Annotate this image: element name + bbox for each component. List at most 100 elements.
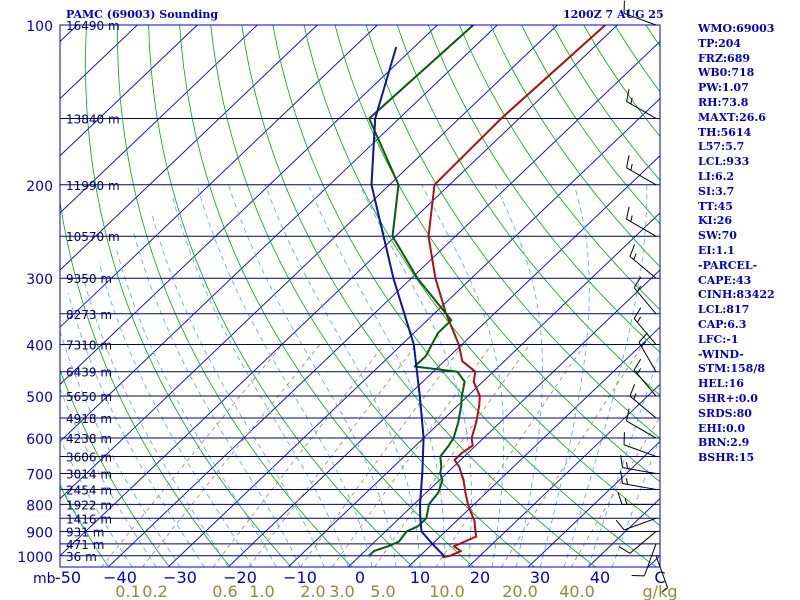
moist-adiabat-line xyxy=(563,184,648,567)
index-row: WMO:69003 xyxy=(698,22,775,35)
mixing-ratio-line xyxy=(300,344,464,567)
wind-barb xyxy=(655,555,669,593)
mixing-ratio-line xyxy=(248,344,417,567)
temperature-profile xyxy=(427,25,606,559)
dry-adiabat-line xyxy=(490,25,660,268)
dry-adiabat-line xyxy=(117,25,353,567)
temperature-tick-label: 20 xyxy=(470,568,490,587)
pressure-tick-label: 700 xyxy=(26,468,53,484)
moist-adiabat-line xyxy=(587,350,660,567)
dry-adiabat-line xyxy=(459,25,660,311)
moist-adiabat-line xyxy=(359,184,472,567)
height-label: 6439 m xyxy=(66,366,112,380)
pressure-unit-label: mb xyxy=(33,571,56,587)
height-label: 7310 m xyxy=(66,339,112,353)
wind-barb xyxy=(629,384,657,419)
wind-barb xyxy=(633,276,657,315)
index-row: LFC:-1 xyxy=(698,332,739,346)
height-label: 36 m xyxy=(66,550,97,564)
wind-barb xyxy=(626,155,657,186)
profile-lines xyxy=(368,25,606,559)
dry-adiabat-line xyxy=(179,25,474,567)
pressure-tick-label: 800 xyxy=(26,498,53,514)
temperature-tick-label: −40 xyxy=(103,568,137,587)
index-row: FRZ:689 xyxy=(698,51,751,65)
isotherm-line xyxy=(60,25,198,157)
wind-barb xyxy=(626,206,657,237)
height-label: 3014 m xyxy=(66,468,112,482)
mixing-ratio-label: 0.2 xyxy=(142,582,167,600)
pressure-tick-label: 100 xyxy=(26,19,53,35)
index-row: BRN:2.9 xyxy=(698,436,750,450)
sounding-time: 1200Z 7 AUG 25 xyxy=(563,8,664,21)
height-label: 1922 m xyxy=(66,498,112,512)
dewpoint-profile xyxy=(368,25,474,557)
moist-adiabat-line xyxy=(264,184,421,567)
moist-adiabat-line xyxy=(494,184,543,567)
index-row: TT:45 xyxy=(698,199,733,213)
moist-adiabat-line xyxy=(67,292,205,567)
index-row: -PARCEL- xyxy=(698,258,758,272)
mixing-ratio-line xyxy=(212,344,385,567)
pressure-tick-label: 1000 xyxy=(17,550,53,566)
moist-adiabat-line xyxy=(228,184,397,567)
wind-barb xyxy=(638,332,657,372)
station-title: PAMC (69003) Sounding xyxy=(66,8,219,21)
moist-adiabat-line xyxy=(132,231,301,567)
wind-barb xyxy=(626,88,657,119)
parcel-profile xyxy=(370,46,445,557)
moist-adiabat-line xyxy=(196,184,373,567)
mixing-ratio-line xyxy=(570,416,660,567)
moist-adiabat-line xyxy=(171,195,349,567)
index-row: RH:73.8 xyxy=(698,95,749,109)
mixing-ratio-line xyxy=(332,344,493,567)
index-row: TH:5614 xyxy=(698,125,752,139)
temperature-tick-label: −10 xyxy=(283,568,317,587)
index-row: WB0:718 xyxy=(698,66,755,80)
height-label: 2454 m xyxy=(66,483,112,497)
height-label: 5650 m xyxy=(66,390,112,404)
mixing-ratio-label: 40.0 xyxy=(559,582,595,600)
height-label: 1416 m xyxy=(66,512,112,526)
isotherm-line xyxy=(287,212,660,567)
wind-barb xyxy=(631,543,657,577)
index-row: LI:6.2 xyxy=(698,169,735,183)
dry-adiabat-line xyxy=(365,25,660,439)
wind-barb xyxy=(618,531,657,554)
isotherm-line xyxy=(407,326,660,567)
dry-adiabat-line xyxy=(396,25,660,396)
temperature-tick-label: -50 xyxy=(55,568,81,587)
isotherm-line xyxy=(527,440,660,567)
index-row: TP:204 xyxy=(698,36,742,50)
plot-frame xyxy=(59,24,661,568)
index-row: HEL:16 xyxy=(698,377,744,391)
pressure-tick-label: 400 xyxy=(26,339,53,355)
pressure-tick-label: 600 xyxy=(26,432,53,448)
wind-barb xyxy=(617,492,656,505)
moist-adiabat-line xyxy=(307,184,445,567)
index-row: L57:5.7 xyxy=(698,140,745,154)
index-row: LCL:933 xyxy=(698,155,750,169)
moist-adiabat-line xyxy=(150,211,325,567)
dry-adiabat-line xyxy=(334,25,660,483)
wind-barb xyxy=(615,517,657,531)
moist-adiabat-line xyxy=(60,482,109,567)
wind-barb xyxy=(620,455,657,475)
index-row: CAPE:43 xyxy=(698,273,752,287)
height-label: 4918 m xyxy=(66,412,112,426)
index-row: KI:26 xyxy=(698,214,733,228)
wind-barb xyxy=(629,244,657,279)
mixing-ratio-line xyxy=(101,344,283,567)
temperature-tick-label: −20 xyxy=(223,568,257,587)
dry-adiabat-line xyxy=(85,25,292,567)
index-row: SRDS:80 xyxy=(698,406,752,420)
index-row: SHR+:0.0 xyxy=(698,391,758,405)
height-label: 931 m xyxy=(66,525,104,539)
index-row: CINH:83422 xyxy=(698,288,775,302)
index-row: PW:1.07 xyxy=(698,81,749,95)
isotherm-line xyxy=(167,97,660,567)
moist-adiabat-line xyxy=(60,329,181,567)
isotherm-line xyxy=(60,25,558,500)
index-row: -WIND- xyxy=(698,347,744,361)
height-label: 11990 m xyxy=(66,179,120,193)
